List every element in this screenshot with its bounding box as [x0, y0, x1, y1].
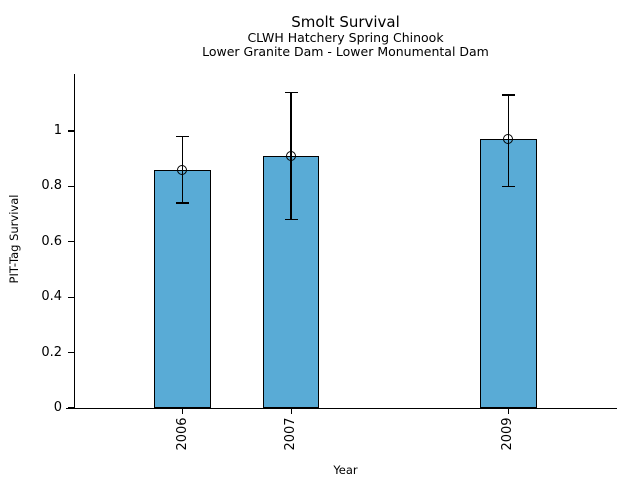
error-bar-cap-top	[501, 94, 515, 96]
error-bar-cap-bottom	[176, 202, 190, 204]
bar-2006	[154, 169, 211, 408]
y-tick-mark	[67, 351, 74, 354]
y-tick-mark	[67, 130, 74, 132]
error-bar-cap-bottom	[284, 218, 298, 221]
chart-title: Smolt Survival	[291, 13, 400, 31]
error-bar-cap-bottom	[501, 185, 515, 188]
plot-area: 0 0.2 0.4 0.6 0.8 1 2006 2007 2009	[41, 74, 617, 451]
y-tick-mark	[67, 185, 74, 188]
y-tick-label: 0.4	[41, 289, 62, 305]
y-tick-label: 0	[53, 400, 62, 415]
x-tick-label: 2006	[174, 417, 190, 451]
y-tick-label: 1	[53, 123, 62, 139]
y-tick-mark	[67, 241, 74, 243]
y-axis-label: PIT-Tag Survival	[7, 194, 21, 284]
x-tick-label: 2009	[500, 417, 516, 451]
y-tick-mark	[67, 407, 74, 409]
chart-subtitle-1: CLWH Hatchery Spring Chinook	[247, 30, 444, 45]
error-bar-cap-top	[284, 91, 298, 94]
x-tick-mark	[290, 408, 292, 414]
x-axis-line	[66, 408, 617, 410]
point-marker	[285, 150, 296, 161]
y-tick-label: 0.2	[41, 344, 62, 360]
point-marker	[503, 134, 514, 145]
chart-subtitle-2: Lower Granite Dam - Lower Monumental Dam	[202, 44, 489, 59]
x-axis-label: Year	[333, 463, 358, 477]
x-tick-label: 2007	[283, 417, 299, 451]
x-tick-mark	[181, 408, 184, 414]
error-bar-cap-top	[176, 135, 190, 138]
y-tick-mark	[67, 296, 74, 298]
point-marker	[177, 164, 188, 175]
y-axis-line	[74, 74, 76, 409]
y-tick-label: 0.6	[41, 233, 62, 249]
x-tick-mark	[507, 408, 510, 414]
y-tick-label: 0.8	[41, 178, 62, 194]
